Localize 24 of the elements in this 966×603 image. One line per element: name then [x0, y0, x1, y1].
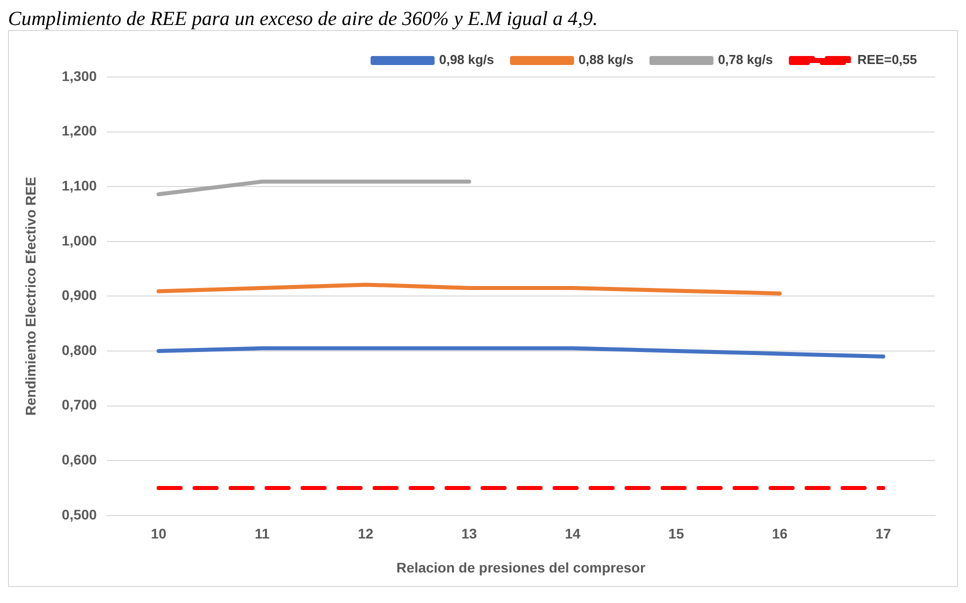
x-tick-label: 14: [564, 526, 581, 542]
y-tick-label: 0,600: [62, 451, 98, 468]
x-tick-label: 16: [772, 526, 788, 542]
y-tick-label: 0,700: [62, 396, 98, 413]
legend-label: 0,88 kg/s: [578, 52, 634, 68]
y-tick-label: 0,800: [62, 342, 98, 358]
legend-label: 0,98 kg/s: [439, 52, 494, 68]
legend-label: 0,78 kg/s: [718, 52, 773, 68]
y-tick-label: 1,200: [62, 122, 98, 139]
x-tick-label: 17: [875, 526, 892, 542]
x-tick-label: 11: [254, 526, 270, 542]
y-tick-label: 1,100: [62, 177, 98, 194]
x-tick-label: 12: [358, 526, 374, 542]
x-tick-label: 15: [668, 526, 684, 542]
chart-title: Cumplimiento de REE para un exceso de aire de 360% y E.M igual a 4,9.: [8, 8, 599, 30]
y-tick-label: 0,900: [62, 287, 98, 304]
y-tick-label: 1,300: [62, 68, 98, 84]
y-tick-label: 1,000: [62, 232, 98, 248]
y-tick-label: 0,500: [62, 506, 98, 522]
legend-label: REE=0,55: [857, 52, 917, 68]
y-axis-title: Rendimiento Electrico Efectivo REE: [22, 176, 38, 416]
x-tick-label: 10: [150, 526, 167, 542]
x-tick-label: 13: [461, 526, 478, 542]
x-axis-title: Relacion de presiones del compresor: [396, 559, 646, 576]
